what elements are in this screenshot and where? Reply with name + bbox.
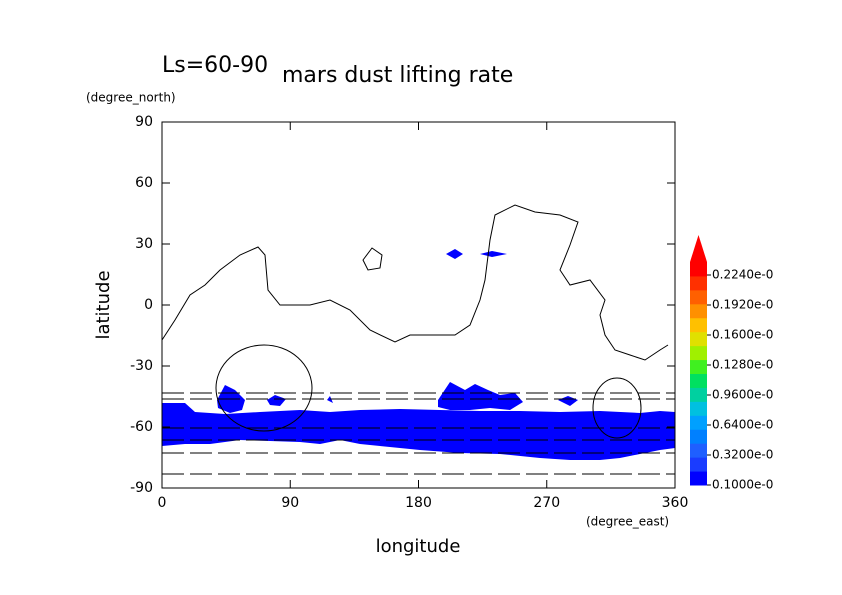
- colorbar-segment: [690, 275, 707, 291]
- contour-line: [362, 247, 383, 271]
- x-axis-label: longitude: [376, 536, 461, 557]
- x-tick-label: 270: [533, 495, 560, 511]
- contour-line: [592, 377, 642, 439]
- colorbar-label: 0.2240e-0: [712, 268, 773, 282]
- y-tick-label: 60: [135, 175, 153, 191]
- colorbar-segment: [690, 289, 707, 305]
- dust-blob: [438, 382, 523, 410]
- colorbar-segment: [690, 345, 707, 361]
- chart-title: mars dust lifting rate: [282, 63, 513, 88]
- dashed-contours: [162, 392, 675, 475]
- colorbar-segment: [690, 415, 707, 430]
- y-tick-label: 0: [144, 297, 153, 313]
- contour-line: [215, 344, 313, 432]
- dust-band: [162, 403, 675, 460]
- x-tick-label: 0: [158, 495, 167, 511]
- x-unit: (degree_east): [586, 515, 669, 529]
- colorbar-label: 0.1280e-0: [712, 358, 773, 372]
- colorbar-segment: [690, 457, 707, 472]
- colorbar-segment: [690, 317, 707, 333]
- dust-blob: [480, 251, 507, 257]
- x-tick-label: 90: [281, 495, 299, 511]
- dust-blob: [558, 396, 578, 406]
- colorbar-label: 0.3200e-0: [712, 448, 773, 462]
- chart-subtitle: Ls=60-90: [162, 53, 268, 78]
- colorbar-segment: [690, 262, 707, 277]
- y-tick-label: 90: [135, 114, 153, 130]
- colorbar-label: 0.1920e-0: [712, 298, 773, 312]
- colorbar-segment: [690, 373, 707, 388]
- dust-blob: [267, 395, 286, 406]
- colorbar-segment: [690, 443, 707, 458]
- dust-regions: [162, 249, 675, 460]
- y-tick-label: -60: [130, 419, 153, 435]
- colorbar-segment: [690, 303, 707, 319]
- colorbar-segment: [690, 387, 707, 402]
- colorbar-label: 0.9600e-0: [712, 388, 773, 402]
- x-tick-label: 180: [405, 495, 432, 511]
- colorbar-segment: [690, 401, 707, 416]
- colorbar-segment: [690, 471, 707, 486]
- colorbar-segment: [690, 429, 707, 444]
- colorbar-label: 0.1000e-0: [712, 478, 773, 492]
- colorbar-label: 0.1600e-0: [712, 328, 773, 342]
- contour-line: [161, 204, 669, 361]
- colorbar-segment: [690, 331, 707, 347]
- y-tick-label: 30: [135, 236, 153, 252]
- x-tick-label: 360: [662, 495, 689, 511]
- y-tick-label: -30: [130, 358, 153, 374]
- colorbar-arrow: [690, 235, 707, 262]
- contours: [161, 204, 675, 475]
- colorbar-label: 0.6400e-0: [712, 418, 773, 432]
- dust-blob: [446, 249, 463, 259]
- colorbar-segment: [690, 359, 707, 374]
- y-axis-label: latitude: [93, 270, 114, 339]
- y-tick-label: -90: [130, 480, 153, 496]
- y-unit: (degree_north): [86, 91, 176, 105]
